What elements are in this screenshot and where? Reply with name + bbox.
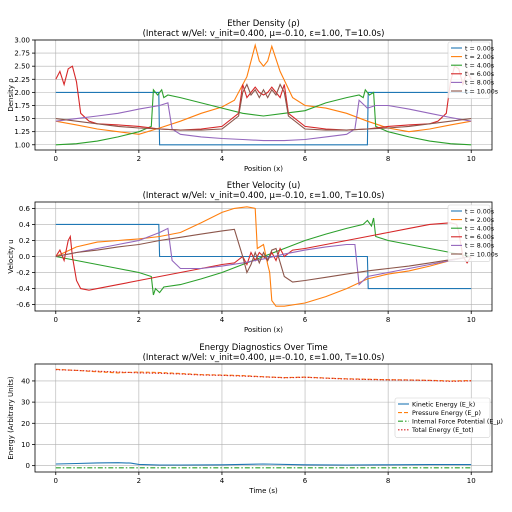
chart-title: Ether Density (ρ) xyxy=(227,19,300,29)
x-tick-label: 6 xyxy=(303,316,308,324)
x-tick-label: 2 xyxy=(137,155,141,163)
legend-label: t = 6.00s xyxy=(465,71,494,78)
legend-box xyxy=(394,397,491,438)
legend: Kinetic Energy (E_k) Pressure Energy (E_p… xyxy=(394,397,503,438)
y-tick-label: 1.50 xyxy=(14,115,30,123)
legend-label: t = 10.00s xyxy=(465,251,498,258)
y-axis-label: Energy (Arbitrary Units) xyxy=(7,376,15,460)
chart-title: Energy Diagnostics Over Time xyxy=(199,343,327,353)
y-tick-label: -0.4 xyxy=(16,285,30,293)
series-line-3 xyxy=(55,369,472,382)
chart-panel-0: Ether Density (ρ)(Interact w/Vel: v_init… xyxy=(7,19,498,173)
chart-panel-1: Ether Velocity (u)(Interact w/Vel: v_ini… xyxy=(7,181,498,334)
chart-subtitle: (Interact w/Vel: v_init=0.400, μ=-0.10, … xyxy=(143,29,385,39)
x-tick-label: 6 xyxy=(303,155,308,163)
legend-label: Internal Force Potential (E_μ) xyxy=(412,419,503,426)
y-tick-label: 20 xyxy=(21,420,30,428)
x-tick-label: 4 xyxy=(220,477,225,485)
y-tick-label: -0.2 xyxy=(16,269,30,277)
y-tick-label: 0.2 xyxy=(19,237,30,245)
y-axis-label: Density ρ xyxy=(7,78,15,112)
y-tick-label: 2.75 xyxy=(14,50,30,58)
series-line-1 xyxy=(55,43,472,135)
legend-label: t = 2.00s xyxy=(465,54,494,61)
x-tick-label: 6 xyxy=(303,477,308,485)
series-line-4 xyxy=(55,99,472,142)
y-tick-label: 3.00 xyxy=(14,37,30,45)
x-tick-label: 0 xyxy=(54,155,58,163)
y-tick-label: 2.50 xyxy=(14,63,30,71)
plot-frame xyxy=(34,363,493,473)
legend-label: Pressure Energy (E_p) xyxy=(412,410,481,417)
y-tick-label: 0.0 xyxy=(19,253,30,261)
x-axis-label: Position (x) xyxy=(244,326,283,334)
x-tick-label: 2 xyxy=(137,477,141,485)
x-axis-label: Position (x) xyxy=(244,165,283,173)
y-tick-label: -0.6 xyxy=(16,301,30,309)
legend-label: t = 8.00s xyxy=(465,80,494,87)
legend-label: t = 0.00s xyxy=(465,208,494,215)
x-tick-label: 8 xyxy=(386,477,390,485)
y-tick-label: 1.25 xyxy=(14,128,30,136)
x-tick-label: 8 xyxy=(386,155,390,163)
y-tick-label: 1.75 xyxy=(14,102,30,110)
y-tick-label: 0 xyxy=(26,462,30,470)
x-tick-label: 10 xyxy=(467,155,476,163)
legend-label: Kinetic Energy (E_k) xyxy=(412,401,475,408)
y-tick-label: 0.4 xyxy=(19,221,31,229)
legend-label: t = 10.00s xyxy=(465,88,498,95)
chart-title: Ether Velocity (u) xyxy=(227,181,301,191)
series-line-0 xyxy=(55,462,472,466)
y-tick-label: 40 xyxy=(21,377,30,385)
series-line-3 xyxy=(55,65,472,131)
x-tick-label: 4 xyxy=(220,155,225,163)
x-tick-label: 8 xyxy=(386,316,390,324)
series-line-4 xyxy=(55,227,472,286)
legend-label: t = 0.00s xyxy=(465,45,494,52)
x-tick-label: 10 xyxy=(467,316,476,324)
y-tick-label: 0.6 xyxy=(19,205,31,213)
chart-panel-2: Energy Diagnostics Over Time(Interact w/… xyxy=(7,343,503,495)
y-tick-label: 2.25 xyxy=(14,76,30,84)
chart-subtitle: (Interact w/Vel: v_init=0.400, μ=-0.10, … xyxy=(143,353,385,363)
x-tick-label: 0 xyxy=(54,477,58,485)
x-tick-label: 2 xyxy=(137,316,141,324)
legend-label: t = 4.00s xyxy=(465,226,494,233)
x-axis-label: Time (s) xyxy=(248,487,278,495)
y-axis-label: Velocity u xyxy=(7,239,15,273)
y-tick-label: 2.00 xyxy=(14,89,30,97)
plot-frame xyxy=(34,39,493,151)
series-line-5 xyxy=(55,83,472,131)
y-tick-label: 10 xyxy=(21,441,30,449)
legend-label: t = 4.00s xyxy=(465,63,494,70)
y-tick-label: 1.00 xyxy=(14,141,30,149)
chart-subtitle: (Interact w/Vel: v_init=0.400, μ=-0.10, … xyxy=(143,191,385,201)
series-line-2 xyxy=(55,88,472,146)
legend-label: t = 6.00s xyxy=(465,234,494,241)
series-line-1 xyxy=(55,206,472,307)
legend-label: t = 8.00s xyxy=(465,243,494,250)
series-line-0 xyxy=(55,91,472,146)
x-tick-label: 10 xyxy=(467,477,476,485)
y-tick-label: 30 xyxy=(21,399,30,407)
series-line-1 xyxy=(55,368,472,382)
x-tick-label: 4 xyxy=(220,316,225,324)
legend-label: t = 2.00s xyxy=(465,217,494,224)
series-line-5 xyxy=(55,228,472,283)
x-tick-label: 0 xyxy=(54,316,58,324)
legend-label: Total Energy (E_tot) xyxy=(411,427,474,434)
